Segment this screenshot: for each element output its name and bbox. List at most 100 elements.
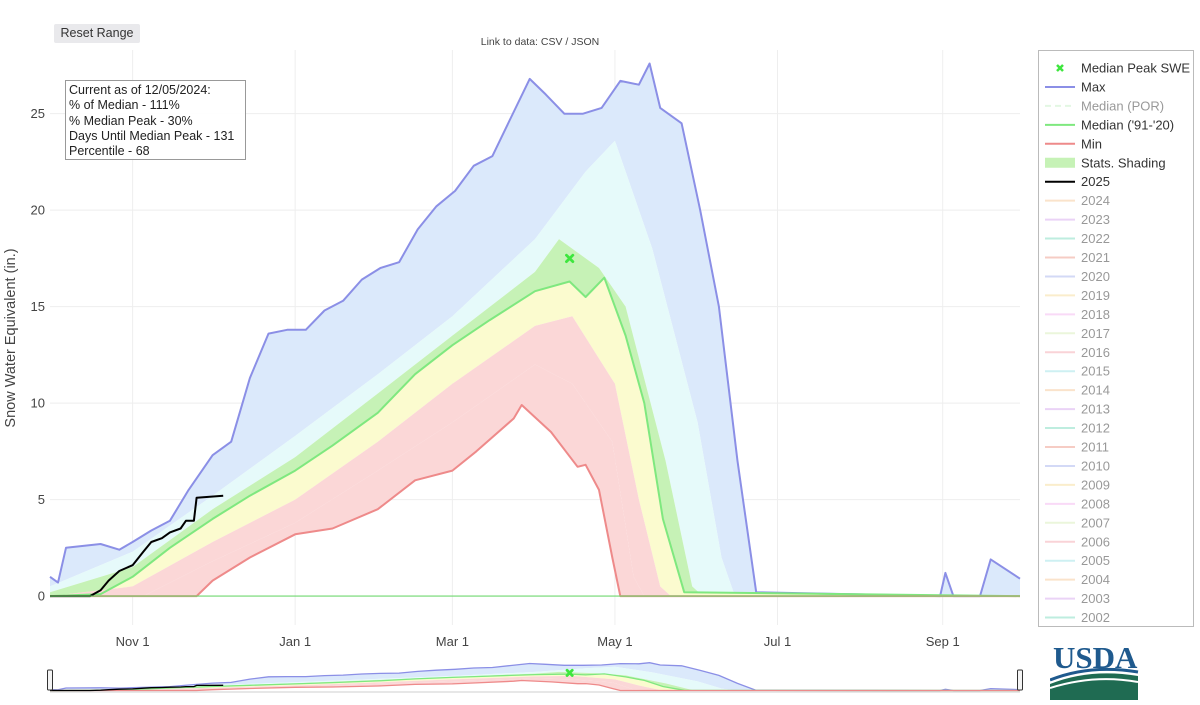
legend-item[interactable]: 2009	[1045, 477, 1110, 492]
legend-label: 2004	[1081, 572, 1110, 587]
mini-median-peak-marker	[565, 668, 574, 677]
legend-item[interactable]: 2008	[1045, 496, 1110, 511]
band-max-upper	[50, 63, 1020, 597]
legend-label: Median (POR)	[1081, 98, 1164, 113]
min-line	[50, 404, 1020, 598]
legend-label: 2019	[1081, 288, 1110, 303]
csv-link[interactable]: CSV	[540, 36, 563, 48]
legend-item[interactable]: Max	[1045, 79, 1106, 94]
x-tick-label: Mar 1	[436, 634, 469, 649]
legend-item[interactable]: Median (POR)	[1045, 98, 1164, 113]
legend: Median Peak SWE Max Median (POR) Median ('9…	[1038, 50, 1194, 627]
legend-label: 2015	[1081, 364, 1110, 379]
info-line: Percentile - 68	[69, 144, 150, 159]
median-peak-marker	[565, 253, 575, 263]
y-tick-label: 0	[38, 589, 45, 604]
legend-item[interactable]: 2024	[1045, 193, 1110, 208]
legend-item[interactable]: 2016	[1045, 345, 1110, 360]
legend-label: 2006	[1081, 534, 1110, 549]
legend-label: 2023	[1081, 212, 1110, 227]
legend-band-icon	[1045, 157, 1075, 168]
legend-item[interactable]: 2017	[1045, 326, 1110, 341]
info-line: Current as of 12/05/2024:	[69, 83, 211, 97]
max-line	[49, 62, 1021, 598]
info-line: Days Until Median Peak - 131	[69, 128, 235, 143]
band-upper-p70	[50, 140, 1020, 597]
legend-label: 2009	[1081, 477, 1110, 492]
legend-item[interactable]: 2023	[1045, 212, 1110, 227]
data-links-prefix: Link to data:	[480, 36, 541, 48]
legend-item[interactable]: 2005	[1045, 553, 1110, 568]
band-median-p30	[50, 673, 1020, 691]
legend-item[interactable]: 2019	[1045, 288, 1110, 303]
mini-median-line	[49, 673, 1021, 692]
legend-item[interactable]: 2007	[1045, 515, 1110, 530]
json-link[interactable]: JSON	[571, 36, 600, 48]
legend-item[interactable]: Median Peak SWE	[1056, 61, 1190, 76]
legend-item[interactable]: 2015	[1045, 364, 1110, 379]
x-tick-label: Sep 1	[926, 634, 960, 649]
y-tick-label: 20	[31, 203, 45, 218]
band-p70-median	[50, 239, 1020, 597]
legend-item[interactable]: 2014	[1045, 383, 1110, 398]
band-p30-p10	[50, 675, 1020, 691]
legend-item[interactable]: 2013	[1045, 402, 1110, 417]
legend-label: 2014	[1081, 383, 1110, 398]
legend-label: 2003	[1081, 591, 1110, 606]
legend-label: 2022	[1081, 231, 1110, 246]
legend-item[interactable]: 2018	[1045, 307, 1110, 322]
y-axis-label: Snow Water Equivalent (in.)	[3, 248, 19, 427]
y-tick-label: 25	[31, 106, 45, 121]
info-line: % Median Peak - 30%	[69, 113, 193, 128]
legend-item[interactable]: 2022	[1045, 231, 1110, 246]
legend-item[interactable]: Median ('91-'20)	[1045, 117, 1174, 132]
legend-label: 2020	[1081, 269, 1110, 284]
legend-label: 2005	[1081, 553, 1110, 568]
legend-label: Median Peak SWE	[1081, 61, 1190, 76]
info-line: % of Median - 111%	[69, 98, 180, 113]
reset-range-button[interactable]: Reset Range	[54, 24, 140, 43]
legend-label: 2013	[1081, 402, 1110, 417]
range-slider[interactable]	[47, 662, 1023, 693]
legend-label: 2007	[1081, 515, 1110, 530]
band-median-p30	[50, 277, 1020, 597]
legend-item[interactable]: Min	[1045, 136, 1102, 151]
x-tick-label: Jul 1	[764, 634, 791, 649]
legend-item[interactable]: 2020	[1045, 269, 1110, 284]
y-axis-ticks: 0 5 10 15 20 25	[31, 106, 45, 603]
legend-label: 2008	[1081, 496, 1110, 511]
legend-label: 2012	[1081, 421, 1110, 436]
data-links-separator: /	[562, 36, 572, 48]
legend-item[interactable]: 2025	[1045, 174, 1110, 189]
y-tick-label: 10	[31, 396, 45, 411]
legend-label: 2024	[1081, 193, 1110, 208]
legend-item[interactable]: 2011	[1045, 440, 1109, 455]
legend-label: 2010	[1081, 458, 1110, 473]
legend-label: 2017	[1081, 326, 1110, 341]
band-max-upper	[50, 662, 1020, 691]
legend-item[interactable]: Stats. Shading	[1045, 155, 1166, 170]
band-p30-p10	[50, 316, 1020, 597]
legend-label: 2002	[1081, 610, 1110, 625]
current-stats-box: Current as of 12/05/2024: % of Median - …	[65, 80, 246, 160]
legend-item[interactable]: 2012	[1045, 421, 1110, 436]
range-handle-left	[47, 669, 53, 691]
x-tick-label: Nov 1	[116, 634, 150, 649]
legend-item[interactable]: 2006	[1045, 534, 1110, 549]
legend-label: Min	[1081, 136, 1102, 151]
legend-item[interactable]: 2021	[1045, 250, 1110, 265]
legend-item[interactable]: 2002	[1045, 610, 1110, 625]
data-links: Link to data: CSV / JSON	[460, 36, 620, 48]
legend-label: 2011	[1081, 440, 1109, 455]
median-line	[49, 276, 1021, 598]
legend-label: 2021	[1081, 250, 1110, 265]
legend-item[interactable]: 2004	[1045, 572, 1110, 587]
legend-label: Median ('91-'20)	[1081, 117, 1174, 132]
x-tick-label: Jan 1	[279, 634, 311, 649]
legend-item[interactable]: 2010	[1045, 458, 1110, 473]
legend-item[interactable]: 2003	[1045, 591, 1110, 606]
mini-min-line	[50, 679, 1020, 692]
legend-label: 2018	[1081, 307, 1110, 322]
x-axis-ticks: Nov 1 Jan 1 Mar 1 May 1 Jul 1 Sep 1	[116, 634, 960, 649]
